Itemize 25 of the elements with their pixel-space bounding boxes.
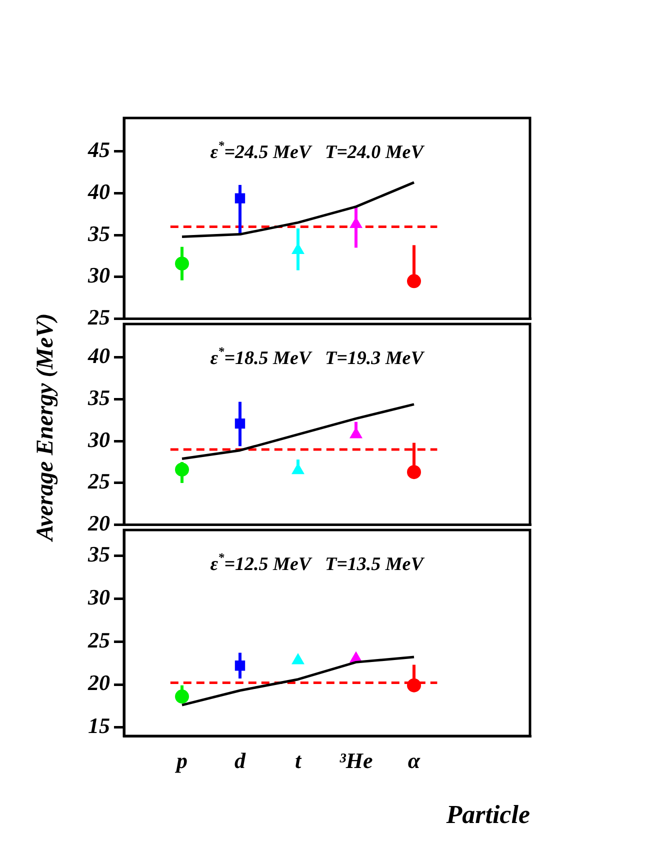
y-tick-label: 20	[87, 510, 110, 536]
y-tick-label: 45	[87, 137, 110, 162]
y-tick-label: 40	[87, 178, 110, 204]
annotation: ε*=12.5 MeV T=13.5 MeV	[210, 550, 425, 575]
x-tick-label: α	[408, 748, 421, 773]
y-tick-label: 30	[87, 584, 110, 610]
y-tick-label: 35	[87, 220, 110, 246]
x-tick-label: p	[174, 748, 188, 773]
y-tick-label: 40	[87, 343, 110, 368]
y-tick-label: 25	[87, 304, 110, 330]
annotation: ε*=18.5 MeV T=19.3 MeV	[210, 344, 425, 369]
x-axis-title: Particle	[445, 800, 530, 830]
y-axis-title: Average Energy (MeV)	[32, 313, 60, 541]
x-tick-label: ³He	[339, 748, 373, 773]
y-tick-label: 30	[87, 426, 110, 452]
y-tick-label: 35	[87, 541, 110, 566]
y-tick-label: 20	[87, 670, 110, 696]
x-tick-label: t	[294, 748, 302, 773]
y-tick-label: 30	[87, 262, 110, 288]
x-tick-label: d	[234, 748, 246, 773]
y-tick-label: 35	[87, 384, 110, 410]
annotation: ε*=24.5 MeV T=24.0 MeV	[210, 138, 425, 163]
y-tick-label: 15	[88, 713, 110, 738]
y-tick-label: 25	[87, 627, 110, 652]
y-tick-label: 25	[87, 468, 110, 494]
